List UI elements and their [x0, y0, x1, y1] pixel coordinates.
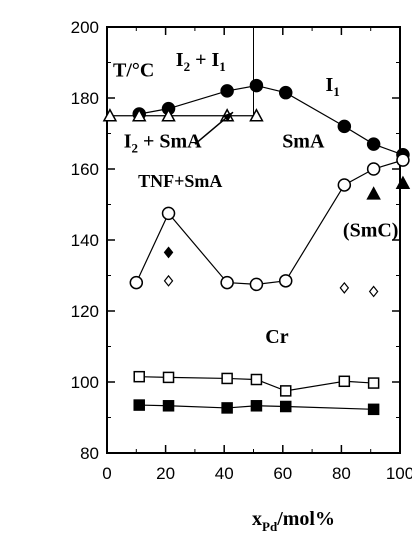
- data-point-circle-open: [280, 275, 292, 287]
- data-point-circle-filled: [280, 87, 292, 99]
- region-label: Cr: [265, 326, 288, 348]
- data-point-square-filled: [281, 401, 291, 411]
- x-tick-label: 20: [156, 464, 175, 483]
- x-tick-label: 40: [215, 464, 234, 483]
- data-point-triangle-filled: [397, 177, 409, 188]
- data-point-diamond-open: [370, 286, 378, 296]
- data-point-circle-open: [368, 163, 380, 175]
- data-point-circle-filled: [221, 85, 233, 97]
- data-point-diamond-open: [165, 276, 173, 286]
- data-point-square-open: [281, 386, 291, 396]
- y-tick-label: 140: [71, 231, 99, 250]
- data-point-square-open: [222, 373, 232, 383]
- data-point-circle-open: [397, 154, 409, 166]
- y-tick-label: 160: [71, 160, 99, 179]
- data-point-square-filled: [164, 401, 174, 411]
- data-point-square-open: [369, 378, 379, 388]
- data-point-diamond-filled: [165, 247, 173, 257]
- data-point-square-open: [164, 372, 174, 382]
- region-label: I1: [325, 74, 339, 99]
- y-tick-label: 80: [80, 444, 99, 463]
- y-tick-label: 200: [71, 18, 99, 37]
- region-label: SmA: [282, 131, 325, 153]
- x-tick-label: 100: [386, 464, 412, 483]
- data-point-square-open: [134, 372, 144, 382]
- region-label: I2 + SmA: [124, 131, 202, 156]
- x-tick-label: 80: [332, 464, 351, 483]
- x-tick-label: 60: [273, 464, 292, 483]
- data-point-triangle-filled: [368, 188, 380, 199]
- data-point-circle-open: [221, 277, 233, 289]
- x-tick-label: 0: [102, 464, 111, 483]
- data-point-circle-open: [250, 278, 262, 290]
- data-point-circle-filled: [338, 120, 350, 132]
- data-point-circle-open: [130, 277, 142, 289]
- y-axis-title: T/°C: [113, 60, 154, 82]
- data-point-square-open: [251, 375, 261, 385]
- data-point-square-open: [339, 376, 349, 386]
- data-point-circle-open: [338, 179, 350, 191]
- y-tick-label: 120: [71, 302, 99, 321]
- axes: 0 20 40 60 80 100 80 100 120 140 160 180 200 T/°C xPd/…: [71, 18, 412, 534]
- region-label: TNF+SmA: [138, 171, 222, 191]
- data-point-square-filled: [222, 403, 232, 413]
- region-labels: I2 + I1 I1 I2 + SmA SmA TNF+SmA (SmC) Cr: [124, 49, 399, 348]
- x-axis-title: xPd/mol%: [252, 508, 335, 534]
- y-tick-label: 180: [71, 89, 99, 108]
- y-tick-label: 100: [71, 373, 99, 392]
- data-point-square-filled: [369, 404, 379, 414]
- data-point-circle-open: [163, 207, 175, 219]
- region-label: (SmC): [343, 219, 399, 241]
- annotation-arrow: [195, 112, 233, 144]
- data-point-square-filled: [251, 401, 261, 411]
- data-point-circle-filled: [368, 138, 380, 150]
- data-point-square-filled: [134, 400, 144, 410]
- data-point-diamond-open: [340, 283, 348, 293]
- data-point-circle-filled: [250, 80, 262, 92]
- region-label: I2 + I1: [176, 49, 226, 74]
